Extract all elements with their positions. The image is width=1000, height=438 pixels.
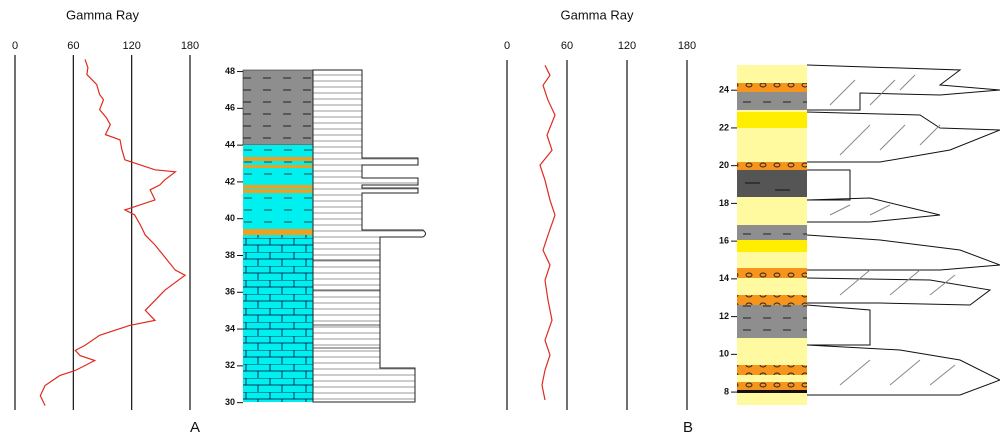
- depth-tick-label: 38: [225, 250, 235, 260]
- depth-tick-label: 36: [225, 287, 235, 297]
- depth-tick-label: 46: [225, 103, 235, 113]
- depth-tick-label: 44: [225, 140, 235, 150]
- depth-tick-label: 42: [225, 176, 235, 186]
- depth-tick-label: 14: [719, 273, 729, 283]
- depth-tick-label: 16: [719, 236, 729, 246]
- depth-tick-label: 20: [719, 160, 729, 170]
- depth-tick-label: 48: [225, 66, 235, 76]
- track-title: Gamma Ray: [561, 7, 634, 22]
- gamma-ray-curve: [539, 65, 556, 401]
- x-tick-label: 120: [618, 40, 636, 52]
- depth-tick-label: 32: [225, 360, 235, 370]
- lithology-a: [242, 69, 426, 403]
- depth-tick-label: 18: [719, 198, 729, 208]
- x-tick-label: 180: [181, 40, 199, 52]
- depth-tick-label: 24: [719, 85, 729, 95]
- x-tick-label: 60: [561, 40, 573, 52]
- x-tick-label: 60: [67, 40, 79, 52]
- depth-tick-label: 22: [719, 122, 729, 132]
- x-tick-label: 0: [12, 40, 18, 52]
- panel-label: B: [683, 419, 693, 436]
- x-tick-label: 180: [678, 40, 696, 52]
- track-title: Gamma Ray: [66, 7, 139, 22]
- depth-tick-label: 10: [719, 349, 729, 359]
- x-tick-label: 0: [504, 40, 510, 52]
- depth-tick-label: 34: [225, 323, 235, 333]
- depth-tick-label: 8: [724, 386, 729, 396]
- gamma-ray-curve: [39, 59, 187, 406]
- depth-tick-label: 40: [225, 213, 235, 223]
- depth-tick-label: 30: [225, 397, 235, 407]
- x-tick-label: 120: [122, 40, 140, 52]
- panel-label: A: [190, 419, 200, 436]
- lithology-b: [737, 64, 1000, 405]
- depth-tick-label: 12: [719, 311, 729, 321]
